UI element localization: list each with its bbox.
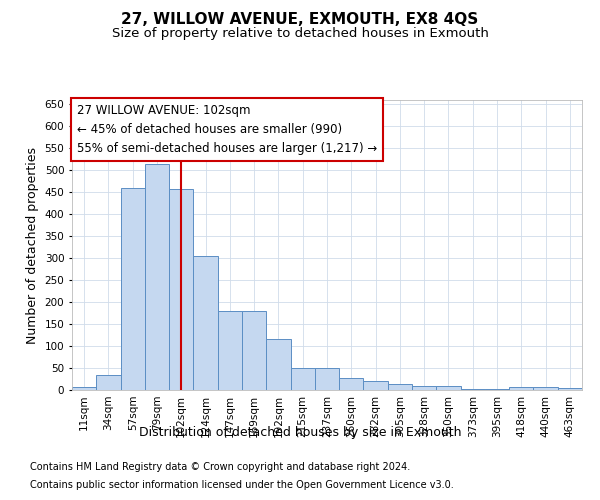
Bar [193,256,218,390]
Bar [315,368,339,390]
Bar [169,189,193,390]
Bar [412,386,436,390]
Bar [364,381,388,390]
Text: Contains HM Land Registry data © Crown copyright and database right 2024.: Contains HM Land Registry data © Crown c… [30,462,410,472]
Bar [461,388,485,390]
Bar [121,188,145,390]
Bar [533,388,558,390]
Bar [485,388,509,390]
Bar [388,384,412,390]
Bar [242,311,266,390]
Text: Distribution of detached houses by size in Exmouth: Distribution of detached houses by size … [139,426,461,439]
Bar [72,387,96,390]
Text: Contains public sector information licensed under the Open Government Licence v3: Contains public sector information licen… [30,480,454,490]
Y-axis label: Number of detached properties: Number of detached properties [26,146,39,344]
Bar [436,386,461,390]
Text: Size of property relative to detached houses in Exmouth: Size of property relative to detached ho… [112,28,488,40]
Bar [96,374,121,390]
Bar [339,378,364,390]
Text: 27, WILLOW AVENUE, EXMOUTH, EX8 4QS: 27, WILLOW AVENUE, EXMOUTH, EX8 4QS [121,12,479,28]
Bar [558,388,582,390]
Bar [509,387,533,390]
Bar [218,311,242,390]
Bar [290,368,315,390]
Text: 27 WILLOW AVENUE: 102sqm
← 45% of detached houses are smaller (990)
55% of semi-: 27 WILLOW AVENUE: 102sqm ← 45% of detach… [77,104,377,156]
Bar [145,164,169,390]
Bar [266,340,290,390]
